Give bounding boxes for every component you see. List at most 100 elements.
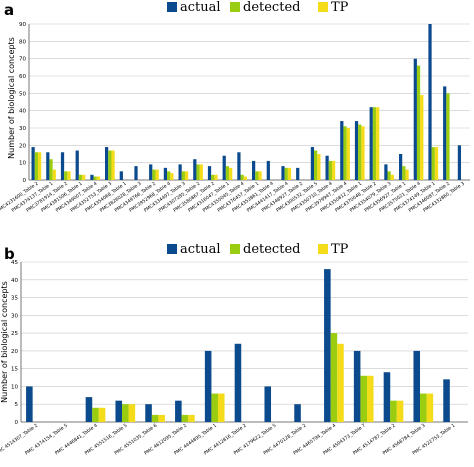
bar-detected [416,65,421,180]
legend-swatch-detected [230,244,240,254]
y-tick-label: 20 [19,143,26,149]
panel-b-y-axis-label: Number of biological concepts [0,281,9,403]
bar-detected [330,333,338,422]
bar-actual [296,167,300,180]
y-tick-label: 90 [19,22,26,28]
legend-label-actual: actual [180,0,221,15]
bar-tp [184,171,189,180]
bar-actual [145,404,152,422]
bar-actual [105,147,109,180]
bar-detected [387,171,391,180]
bar-tp [376,107,380,180]
bar-detected [49,159,53,180]
bar-tp [214,174,218,180]
bar-actual [204,350,212,422]
bar-detected [240,174,244,180]
bar-actual [369,107,373,180]
y-tick-label: 40 [11,278,18,284]
y-tick-label: 10 [19,161,26,167]
y-tick-label: 0 [23,178,27,184]
bar-detected [343,126,347,180]
bar-tp [390,174,394,180]
bar-tp [258,171,262,180]
panel-a-label: a [4,1,14,19]
bar-tp [331,160,336,180]
bar-tp [111,150,115,180]
bar-tp [243,176,247,180]
bar-actual [457,145,462,180]
bar-detected [372,107,377,180]
panel-a: a actual detected TP Number of biologica… [0,0,470,214]
bar-detected [181,414,189,422]
bar-actual [149,164,153,180]
bar-actual [237,152,241,180]
y-tick-label: 30 [19,126,26,132]
bar-detected [167,171,171,180]
bar-actual [324,269,331,422]
bar-actual [266,160,270,180]
bar-actual [207,166,212,180]
bar-actual [325,155,329,180]
bar-tp [317,154,321,180]
bar-actual [60,152,65,180]
y-tick-label: 30 [11,313,18,319]
bar-tp [199,164,203,180]
bar-actual [90,174,94,180]
bar-detected [431,147,435,180]
bar-tp [37,152,42,180]
bar-actual [264,386,272,422]
bar-detected [328,160,332,180]
bar-detected [225,166,230,180]
y-tick-label: 35 [11,296,18,302]
bar-tp [82,174,86,180]
legend-swatch-actual [167,244,177,254]
bar-tp [426,393,434,422]
bar-actual [193,159,197,180]
bar-detected [211,393,218,422]
y-tick-label: 70 [19,57,26,63]
bar-tp [217,393,225,422]
y-tick-label: 5 [15,402,19,408]
bar-actual [384,164,388,180]
bar-detected [446,93,450,180]
panel-b: b actual detected TP Number of biologica… [0,242,468,457]
y-tick-label: 10 [11,384,18,390]
bar-tp [128,404,136,422]
bar-detected [151,414,159,422]
legend-label-tp: TP [331,0,349,15]
legend-swatch-actual [167,2,177,12]
legend-swatch-tp [318,2,328,12]
bar-actual [294,404,301,422]
y-tick-label: 80 [19,39,26,45]
bar-actual [428,24,432,180]
bar-detected [360,375,367,422]
legend-label-detected: detected [243,0,300,15]
bar-detected [152,169,156,180]
bar-actual [340,121,344,180]
bar-detected [314,150,318,180]
bar-actual [413,58,417,180]
bar-detected [196,164,200,180]
bar-actual [85,397,93,422]
bar-detected [284,167,288,180]
legend-swatch-tp [318,244,328,254]
bar-tp [346,128,350,180]
bar-actual [175,400,182,422]
bar-actual [399,154,403,180]
bar-tp [420,95,424,180]
bar-actual [413,350,421,422]
panel-b-legend: actual detected TP [167,242,349,257]
bar-tp [188,414,195,422]
bar-tp [405,169,409,180]
panel-a-y-axis-label: Number of biological concepts [7,37,16,159]
y-tick-label: 0 [15,420,19,426]
bar-detected [420,393,427,422]
panel-b-label: b [4,245,15,263]
y-tick-label: 60 [19,74,26,80]
bar-detected [181,171,185,180]
bar-detected [64,171,68,180]
bar-tp [434,147,439,180]
bar-actual [310,147,315,180]
legend-label-actual: actual [180,242,221,257]
bar-detected [93,176,97,180]
